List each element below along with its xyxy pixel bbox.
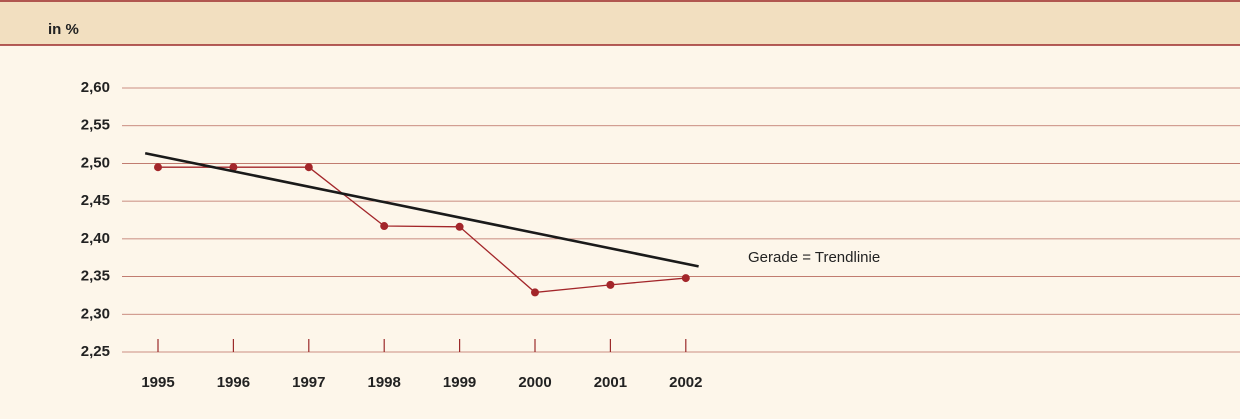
x-tick-label: 1996 (217, 374, 250, 391)
x-tick-label: 1999 (443, 374, 476, 391)
trend-line (144, 151, 699, 268)
x-tick-label: 2001 (594, 374, 627, 391)
x-tick-label: 1995 (141, 374, 174, 391)
y-tick-label: 2,50 (81, 154, 110, 171)
y-tick-label: 2,45 (81, 192, 110, 209)
y-tick-label: 2,30 (81, 305, 110, 322)
x-tick-label: 2002 (669, 374, 702, 391)
x-tick-label: 1998 (368, 374, 401, 391)
y-tick-label: 2,35 (81, 268, 110, 285)
y-tick-label: 2,25 (81, 343, 110, 360)
annotation: Gerade = Trendlinie (748, 249, 880, 266)
data-point (380, 222, 389, 231)
data-point (681, 274, 690, 283)
data-point (606, 280, 615, 289)
y-axis-label: in % (48, 21, 79, 38)
data-point (304, 163, 313, 172)
data-point (531, 288, 539, 297)
y-tick-label: 2,40 (81, 230, 110, 247)
series-line (158, 166, 686, 294)
y-tick-label: 2,55 (81, 117, 110, 134)
y-tick-label: 2,60 (81, 79, 110, 96)
data-point (455, 222, 464, 231)
x-tick-label: 1997 (292, 374, 325, 391)
x-tick-label: 2000 (518, 374, 551, 391)
header-band (0, 0, 1240, 45)
data-point (229, 163, 238, 172)
data-point (154, 163, 162, 172)
